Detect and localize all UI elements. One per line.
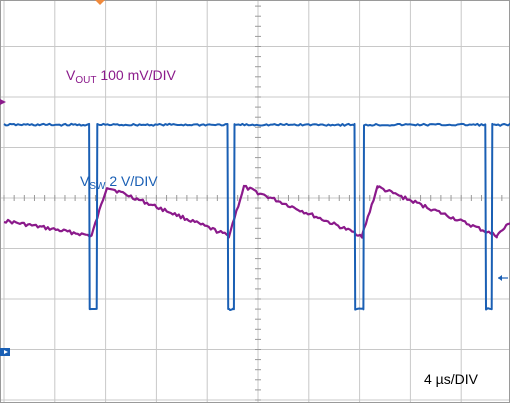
vsw-label-main: V bbox=[80, 173, 90, 189]
waveform-traces bbox=[3, 122, 510, 311]
vout-label-sub: OUT bbox=[75, 75, 96, 86]
vout-label-scale: 100 mV/DIV bbox=[100, 67, 176, 83]
vsw-label-sub: SW bbox=[89, 181, 106, 192]
vout-waveform bbox=[3, 184, 510, 239]
vsw-channel-label: VSW 2 V/DIV bbox=[80, 173, 158, 192]
vsw-waveform bbox=[3, 122, 510, 311]
vout-channel-label: VOUT 100 mV/DIV bbox=[66, 67, 176, 86]
timebase-label: 4 µs/DIV bbox=[424, 371, 479, 387]
trigger-position-marker bbox=[95, 0, 105, 5]
vsw-label-scale: 2 V/DIV bbox=[109, 173, 158, 189]
trigger-level-arrow bbox=[498, 275, 502, 281]
vout-label-main: V bbox=[66, 67, 76, 83]
vsw-ground-reference-arrow bbox=[4, 350, 8, 354]
vout-ground-reference-marker bbox=[0, 99, 6, 105]
channel-markers bbox=[0, 0, 508, 356]
